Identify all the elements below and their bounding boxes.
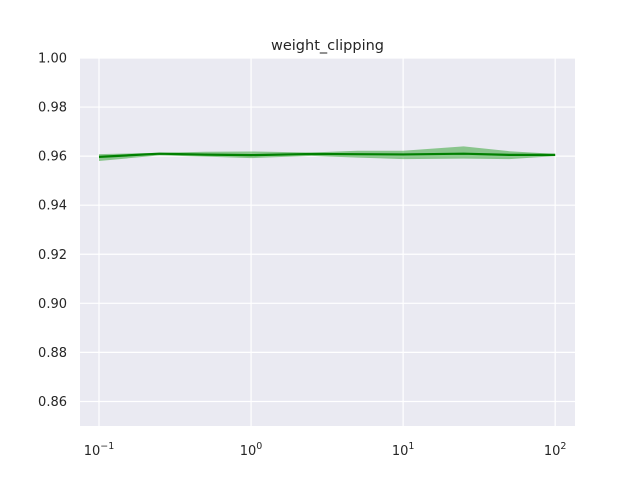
y-tick-label: 0.86 <box>38 395 67 410</box>
y-tick-label: 0.94 <box>38 199 67 214</box>
plot-area <box>80 58 575 426</box>
x-tick-label: 102 <box>544 441 567 459</box>
y-tick-labels: 0.86 0.88 0.90 0.92 0.94 0.96 0.98 1.00 <box>38 52 67 410</box>
y-tick-label: 1.00 <box>38 52 67 67</box>
y-tick-label: 0.96 <box>38 150 67 165</box>
x-tick-label: 100 <box>240 441 263 459</box>
x-tick-labels: 10−1 100 101 102 <box>84 441 567 459</box>
y-tick-label: 0.88 <box>38 346 67 361</box>
x-tick-label: 101 <box>392 441 415 459</box>
x-tick-label: 10−1 <box>84 441 115 459</box>
y-tick-label: 0.92 <box>38 248 67 263</box>
y-tick-label: 0.90 <box>38 297 67 312</box>
series-lines <box>98 152 556 158</box>
y-tick-label: 0.98 <box>38 101 67 116</box>
series-line <box>98 152 556 158</box>
chart-title: weight_clipping <box>271 38 384 54</box>
